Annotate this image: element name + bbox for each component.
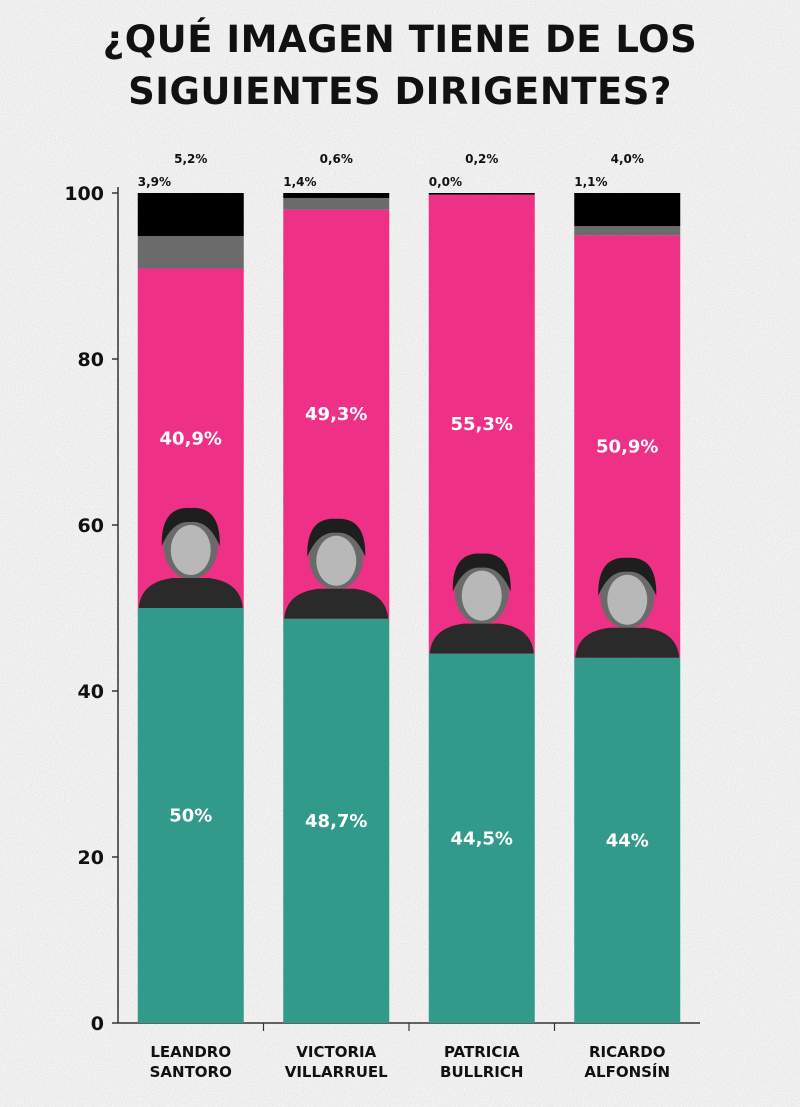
- category-label: LEANDRO: [150, 1043, 231, 1061]
- bar-segment: [574, 193, 681, 227]
- category-label: RICARDO: [589, 1043, 666, 1061]
- bar-value-label: 48,7%: [305, 811, 367, 832]
- bar-segment: [428, 193, 535, 195]
- bar-value-label: 50,9%: [596, 437, 658, 458]
- portrait-photo: [575, 557, 680, 658]
- y-tick-label: 80: [78, 349, 104, 371]
- bar-value-label: 40,9%: [160, 428, 222, 449]
- bar-value-label: 1,1%: [574, 175, 607, 189]
- portrait-face: [461, 570, 502, 621]
- bar-value-label: 50%: [169, 806, 212, 827]
- category-label: BULLRICH: [440, 1063, 523, 1081]
- category-label: ALFONSÍN: [584, 1062, 670, 1081]
- bar-value-label: 3,9%: [138, 175, 171, 189]
- y-tick-label: 0: [91, 1013, 104, 1035]
- chart-title: ¿QUÉ IMAGEN TIENE DE LOS SIGUIENTES DIRI…: [0, 14, 800, 118]
- portrait-face: [607, 574, 648, 625]
- bar-value-label: 4,0%: [611, 152, 644, 166]
- y-tick-label: 40: [78, 681, 104, 703]
- chart-title-line-1: ¿QUÉ IMAGEN TIENE DE LOS: [102, 18, 698, 61]
- portrait-photo: [284, 518, 389, 619]
- bar-value-label: 5,2%: [174, 152, 207, 166]
- portrait-shoulders: [575, 627, 680, 658]
- bar-value-label: 0,0%: [429, 175, 462, 189]
- portrait-hair: [598, 557, 657, 596]
- portrait-photo: [138, 507, 243, 608]
- category-label: VILLARRUEL: [285, 1063, 388, 1081]
- y-tick-label: 60: [78, 515, 104, 537]
- portrait-hair: [452, 553, 511, 592]
- bar-value-label: 44%: [606, 830, 649, 851]
- bar-value-label: 1,4%: [283, 175, 316, 189]
- bar-segment: [574, 657, 681, 1023]
- category-label: VICTORIA: [296, 1043, 376, 1061]
- bar-segment: [283, 618, 390, 1023]
- bar-segment: [574, 226, 681, 236]
- portrait-face: [316, 535, 357, 586]
- bar-segment: [283, 193, 390, 198]
- y-tick-label: 20: [78, 847, 104, 869]
- bar-value-label: 49,3%: [305, 404, 367, 425]
- bar-segment: [428, 653, 535, 1023]
- portrait-shoulders: [429, 623, 534, 654]
- bar-segment: [137, 608, 244, 1023]
- category-label: SANTORO: [150, 1063, 232, 1081]
- portrait-shoulders: [284, 588, 389, 619]
- bar-value-label: 0,6%: [320, 152, 353, 166]
- bar-segment: [283, 197, 390, 210]
- y-tick-label: 100: [64, 183, 104, 205]
- chart-title-line-2: SIGUIENTES DIRIGENTES?: [128, 70, 672, 113]
- bar-value-label: 44,5%: [451, 828, 513, 849]
- category-label: PATRICIA: [444, 1043, 520, 1061]
- portrait-hair: [161, 507, 220, 546]
- bar-value-label: 55,3%: [451, 414, 513, 435]
- bar-segment: [137, 236, 244, 269]
- portrait-hair: [307, 518, 366, 557]
- bar-value-label: 0,2%: [465, 152, 498, 166]
- bar-segment: [137, 193, 244, 237]
- portrait-shoulders: [138, 578, 243, 608]
- portrait-face: [170, 525, 211, 575]
- portrait-photo: [429, 553, 534, 654]
